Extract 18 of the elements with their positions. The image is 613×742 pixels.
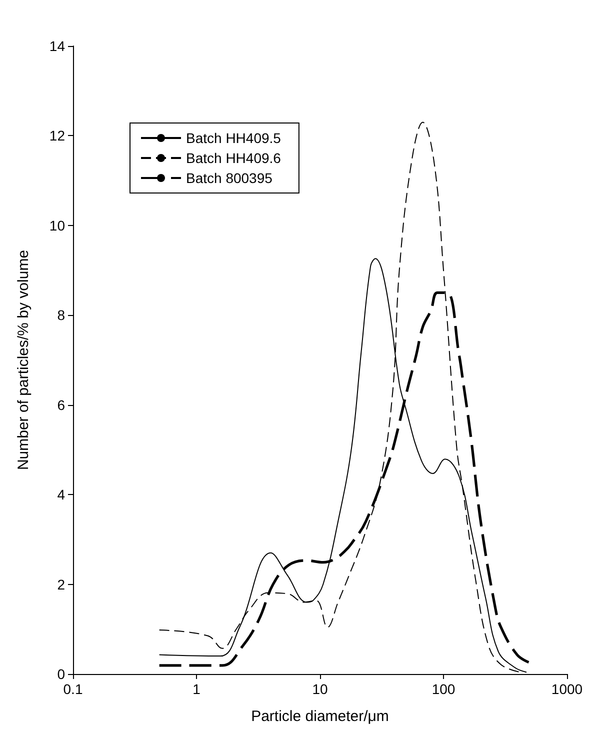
legend-label: Batch HH409.6	[186, 150, 282, 166]
y-tick-label: 4	[57, 486, 66, 503]
y-tick-label: 6	[57, 396, 66, 413]
y-axis-title: Number of particles/% by volume	[15, 250, 32, 470]
y-tick-label: 10	[49, 217, 66, 234]
legend-label: Batch 800395	[186, 170, 273, 186]
x-axis-title: Particle diameter/μm	[251, 708, 389, 725]
y-tick-label: 8	[57, 307, 66, 324]
y-tick-label: 12	[49, 128, 66, 144]
x-tick-label: 100	[432, 681, 456, 697]
legend-label: Batch HH409.5	[186, 130, 282, 146]
x-tick-label: 1	[192, 681, 201, 697]
x-tick-label: 10	[312, 681, 328, 697]
y-tick-label: 2	[57, 576, 66, 592]
x-tick-label: 1000	[551, 681, 583, 697]
y-tick-label: 0	[57, 666, 66, 682]
y-tick-label: 14	[49, 38, 66, 54]
x-tick-label: 0.1	[63, 681, 83, 697]
